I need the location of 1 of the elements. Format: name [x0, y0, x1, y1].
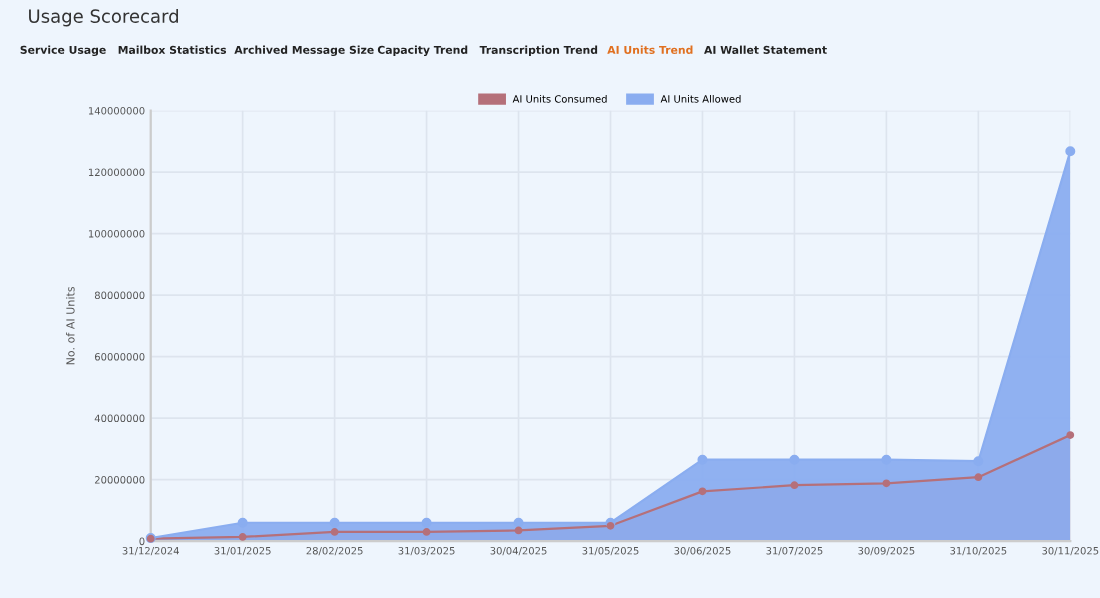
chart-title: Usage Scorecard: [29, 8, 178, 27]
